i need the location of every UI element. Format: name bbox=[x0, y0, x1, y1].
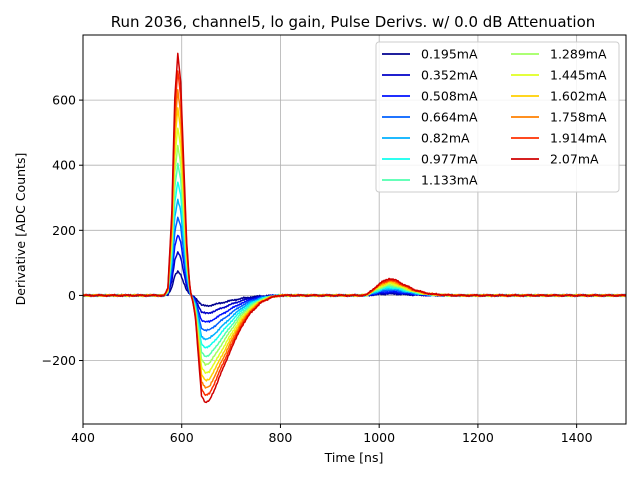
x-tick-label: 1400 bbox=[561, 430, 593, 445]
legend-label: 1.289mA bbox=[550, 47, 607, 62]
series-line-13 bbox=[83, 52, 626, 404]
y-tick-label: −200 bbox=[42, 353, 76, 368]
series-line-6 bbox=[83, 181, 626, 349]
series-lines bbox=[83, 52, 626, 404]
legend-label: 1.133mA bbox=[421, 173, 478, 188]
x-tick-label: 400 bbox=[71, 430, 95, 445]
axis-ticks: 400 600 800 1000 1200 1400 −200 0 200 400 600 bbox=[42, 93, 593, 445]
legend-label: 0.195mA bbox=[421, 47, 478, 62]
legend-label: 1.914mA bbox=[550, 131, 607, 146]
legend-label: 1.445mA bbox=[550, 68, 607, 83]
x-tick-label: 1200 bbox=[462, 430, 494, 445]
x-tick-label: 1000 bbox=[363, 430, 395, 445]
y-tick-label: 200 bbox=[52, 223, 76, 238]
chart-title: Run 2036, channel5, lo gain, Pulse Deriv… bbox=[111, 13, 596, 31]
x-tick-label: 600 bbox=[170, 430, 194, 445]
legend-label: 0.977mA bbox=[421, 152, 478, 167]
legend-box bbox=[375, 41, 620, 193]
series-line-2 bbox=[83, 251, 626, 315]
series-line-1 bbox=[83, 270, 626, 308]
y-tick-label: 400 bbox=[52, 158, 76, 173]
legend-label: 0.508mA bbox=[421, 89, 478, 104]
x-tick-label: 800 bbox=[269, 430, 293, 445]
legend-label: 0.664mA bbox=[421, 110, 478, 125]
y-axis-label: Derivative [ADC Counts] bbox=[13, 153, 28, 306]
plot-frame bbox=[82, 34, 627, 425]
legend-label: 0.352mA bbox=[421, 68, 478, 83]
y-tick-label: 600 bbox=[52, 93, 76, 108]
x-axis-label: Time [ns] bbox=[324, 450, 384, 465]
legend-label: 1.602mA bbox=[550, 89, 607, 104]
legend-label: 2.07mA bbox=[550, 152, 599, 167]
series-line-5 bbox=[83, 198, 626, 341]
legend: 0.195mA 0.352mA 0.508mA 0.664mA 0.82mA 0.977m… bbox=[375, 41, 620, 193]
legend-label: 0.82mA bbox=[421, 131, 470, 146]
legend-label: 1.758mA bbox=[550, 110, 607, 125]
y-tick-label: 0 bbox=[68, 288, 76, 303]
series-line-3 bbox=[83, 234, 626, 323]
series-line-4 bbox=[83, 216, 626, 332]
